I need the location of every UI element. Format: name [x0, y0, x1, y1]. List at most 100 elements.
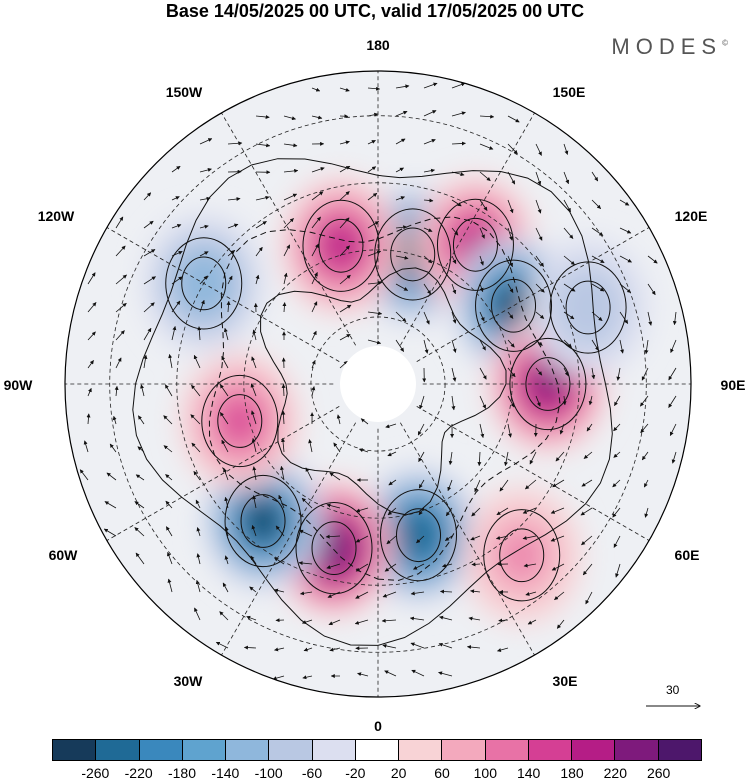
wind-arrow — [395, 339, 405, 352]
wind-arrow — [274, 588, 285, 593]
wind-arrow — [640, 423, 649, 434]
wind-arrow — [535, 171, 542, 186]
wind-arrow — [300, 591, 313, 596]
colorbar-label: 220 — [603, 765, 628, 781]
lon-label-0: 0 — [374, 718, 382, 734]
colorbar-label: 60 — [434, 765, 450, 781]
wind-arrow — [224, 496, 229, 509]
wind-arrow — [339, 245, 350, 257]
map-title: Base 14/05/2025 00 UTC, valid 17/05/2025… — [165, 1, 585, 21]
wind-arrow — [451, 255, 457, 264]
wind-arrow — [329, 472, 341, 481]
wind-arrow — [395, 167, 404, 173]
wind-arrow — [395, 283, 409, 291]
lon-label-30w: 30W — [174, 673, 204, 689]
wind-arrow — [280, 465, 285, 481]
wind-arrow — [274, 647, 285, 652]
wind-arrow — [273, 557, 285, 565]
wind-arrow — [171, 300, 181, 313]
colorbar-label: -20 — [345, 765, 366, 781]
wind-arrow — [423, 168, 435, 173]
wind-arrow — [199, 167, 212, 173]
wind-arrow — [283, 272, 288, 285]
contour-loop — [452, 217, 498, 272]
wind-arrow — [255, 246, 263, 257]
wind-arrow — [311, 87, 321, 92]
wind-arrow — [283, 193, 298, 201]
meridian-line — [106, 406, 340, 541]
wind-arrow — [137, 446, 145, 453]
wind-arrow — [395, 84, 410, 89]
wind-arrow — [591, 255, 605, 264]
wind-arrow — [252, 466, 257, 481]
wind-arrow — [448, 451, 453, 465]
anomaly-cell — [498, 288, 529, 323]
wind-arrow — [311, 115, 323, 120]
wind-arrow — [163, 445, 173, 453]
wind-arrow — [311, 216, 321, 229]
wind-arrow — [388, 479, 397, 486]
colorbar-label: -60 — [301, 765, 323, 781]
meridian-line — [106, 227, 340, 362]
wind-arrow — [535, 283, 545, 293]
wind-arrow — [305, 467, 313, 481]
wind-arrow — [583, 451, 593, 459]
wind-arrow — [647, 283, 656, 296]
wind-arrow — [423, 283, 432, 295]
wind-arrow — [339, 274, 351, 285]
wind-arrow — [535, 311, 545, 319]
wind-arrow — [479, 423, 485, 438]
wind-arrow — [135, 552, 145, 565]
anomaly-field — [143, 175, 649, 625]
colorbar-label: -260 — [81, 765, 110, 781]
wind-arrow — [556, 619, 565, 629]
wind-arrow — [647, 311, 653, 326]
wind-arrow — [613, 535, 621, 548]
wind-arrow — [384, 670, 397, 677]
colorbar-label: 260 — [646, 765, 671, 781]
wind-arrow — [479, 227, 485, 239]
wind-arrow — [199, 275, 208, 285]
wind-arrow — [199, 251, 209, 257]
wind-arrow — [171, 276, 183, 285]
wind-arrow — [507, 283, 514, 293]
brand-logo: MODES© — [611, 34, 728, 60]
wind-arrow — [143, 302, 155, 313]
reference-vector-arrow — [646, 684, 710, 714]
wind-arrow — [619, 255, 632, 263]
colorbar-label: -180 — [167, 765, 197, 781]
wind-arrow — [143, 276, 156, 285]
wind-arrow — [479, 395, 486, 409]
wind-arrow — [423, 198, 434, 203]
wind-arrow — [591, 199, 601, 209]
wind-arrow — [137, 415, 145, 425]
wind-arrow — [283, 143, 298, 148]
wind-arrow — [143, 192, 152, 201]
contour-loop — [224, 474, 302, 568]
wind-arrow — [619, 283, 632, 293]
colorbar-swatch — [485, 740, 529, 760]
wind-arrow — [167, 578, 173, 593]
wind-arrow — [283, 244, 291, 257]
wind-arrow — [193, 354, 201, 369]
wind-arrow — [283, 115, 296, 121]
wind-arrow — [418, 507, 425, 516]
wind-arrow — [252, 329, 257, 341]
wind-arrow — [367, 166, 377, 173]
contour-loop — [217, 394, 263, 448]
wind-arrow — [619, 339, 625, 354]
wind-arrow — [582, 563, 593, 576]
wind-arrow — [619, 199, 630, 206]
wind-arrow — [367, 221, 380, 229]
wind-arrow — [387, 507, 397, 516]
wind-arrow — [410, 591, 425, 596]
wind-arrow — [535, 395, 541, 407]
wind-arrow — [523, 563, 537, 568]
colorbar-swatch — [615, 740, 659, 760]
wind-arrow — [328, 619, 341, 626]
wind-arrow — [250, 555, 257, 565]
wind-arrow — [163, 415, 173, 425]
meridian-line — [221, 422, 356, 656]
wind-arrow — [563, 367, 569, 377]
wind-arrow — [451, 367, 457, 382]
